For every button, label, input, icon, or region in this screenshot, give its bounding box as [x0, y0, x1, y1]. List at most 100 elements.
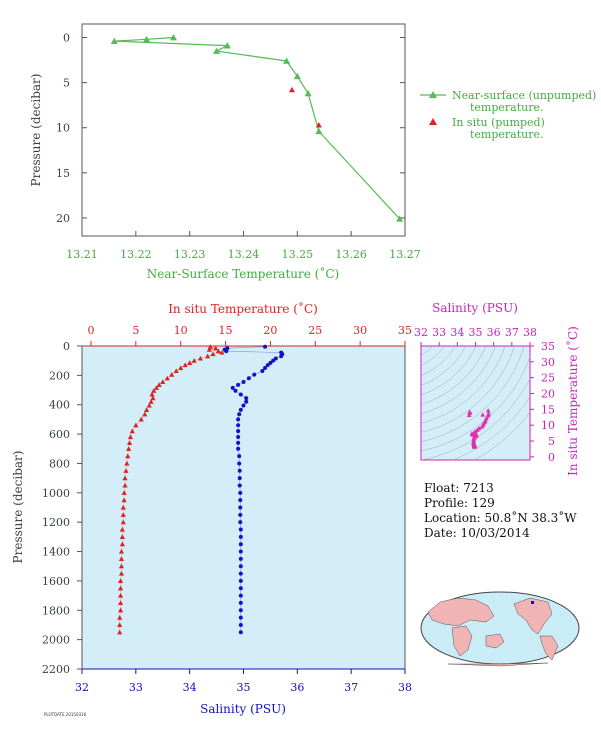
- near-surface-y-tick-label: 20: [56, 212, 70, 225]
- temperature-point: [138, 416, 144, 422]
- pressure-tick-label: 400: [49, 399, 70, 412]
- salinity-point: [238, 392, 243, 397]
- salinity-point: [238, 534, 243, 539]
- near-surface-unpumped-point: [315, 127, 323, 135]
- near-surface-y-tick-label: 5: [63, 77, 70, 90]
- ts-points: [466, 408, 491, 449]
- temperature-point: [129, 428, 135, 434]
- salinity-point: [246, 376, 251, 381]
- temperature-point: [178, 365, 184, 371]
- salinity-point: [238, 578, 243, 583]
- ts-temperature-tick-label: 15: [541, 403, 555, 416]
- temperature-tick-label: 0: [87, 324, 94, 337]
- ts-temperature-tick-label: 5: [548, 435, 555, 448]
- pressure-tick-label: 1000: [42, 487, 70, 500]
- pressure-tick-label: 1200: [42, 516, 70, 529]
- temperature-point: [117, 592, 124, 598]
- temperature-point: [124, 460, 130, 466]
- temperature-point: [191, 358, 197, 363]
- salinity-point: [263, 366, 268, 371]
- near-surface-x-tick-label: 13.24: [228, 248, 260, 261]
- pressure-ticks: 0 200 400 600 800 1000 1200 1400 1600 1800 2000 220…: [42, 340, 82, 676]
- near-surface-unpumped-point: [143, 35, 151, 43]
- temperature-point: [149, 391, 155, 397]
- temperature-tick-label: 10: [174, 324, 188, 337]
- temperature-point: [119, 534, 125, 539]
- near-surface-unpumped-point: [110, 37, 118, 44]
- near-surface-y-tick-label: 0: [63, 32, 70, 45]
- profile-y-axis-label: Pressure (decibar): [11, 451, 25, 564]
- temperature-point: [120, 519, 126, 525]
- temperature-point: [122, 482, 128, 488]
- temperature-point: [121, 497, 127, 503]
- salinity-point: [238, 512, 243, 517]
- salinity-point: [268, 360, 273, 365]
- map-land-south-america: [539, 635, 559, 661]
- temperature-point: [160, 379, 166, 385]
- temperature-point: [121, 490, 127, 495]
- salinity-point: [236, 423, 241, 428]
- map-land-eurasia: [427, 597, 495, 627]
- temperature-point: [118, 548, 125, 554]
- temperature-point: [210, 351, 216, 357]
- near-surface-y-axis-label: Pressure (decibar): [29, 74, 43, 187]
- temperature-point: [117, 615, 123, 620]
- temperature-ticks: 0 5 10 15 20 25 30 35: [87, 324, 412, 346]
- salinity-point: [260, 368, 265, 373]
- temperature-point: [153, 385, 160, 390]
- world-map: [420, 591, 580, 667]
- legend-label-pumped-2: temperature.: [470, 128, 544, 141]
- temperature-point: [120, 504, 126, 510]
- near-surface-plot-frame: [81, 23, 406, 237]
- temperature-point: [197, 355, 204, 361]
- salinity-point: [224, 349, 229, 354]
- ts-temperature-ticks: 0 5 10 15 20 25 30 35: [530, 340, 555, 464]
- near-surface-x-tick-label: 13.27: [389, 248, 421, 261]
- salinity-point: [236, 429, 241, 434]
- legend-label-unpumped-2: temperature.: [470, 101, 544, 114]
- temperature-point: [118, 563, 125, 569]
- float-info: Float: 7213 Profile: 129 Location: 50.8˚…: [424, 481, 577, 540]
- pressure-tick-label: 800: [49, 457, 70, 470]
- pressure-tick-label: 1400: [42, 546, 70, 559]
- pressure-tick-label: 2000: [42, 634, 70, 647]
- temperature-point: [173, 368, 179, 374]
- map-land-africa: [451, 625, 473, 657]
- salinity-point: [238, 556, 243, 561]
- near-surface-x-axis-label: Near-Surface Temperature (˚C): [147, 266, 339, 281]
- salinity-point: [236, 435, 241, 440]
- near-surface-y-tick-label: 15: [56, 167, 70, 180]
- temperature-tick-label: 20: [263, 324, 277, 337]
- near-surface-unpumped-point: [293, 72, 301, 80]
- salinity-ticks: 32 33 34 35 36 37 38: [75, 669, 412, 694]
- temperature-point: [151, 388, 157, 393]
- date: Date: 10/03/2014: [424, 526, 530, 540]
- ts-salinity-tick-label: 37: [505, 326, 519, 339]
- ts-temperature-tick-label: 0: [548, 451, 555, 464]
- profile-plot-background: [82, 346, 405, 669]
- temperature-point: [156, 382, 162, 387]
- ts-temperature-tick-label: 35: [541, 340, 555, 353]
- temperature-tick-label: 25: [308, 324, 322, 337]
- salinity-point: [237, 461, 242, 466]
- profile-top-axis-label: In situ Temperature (˚C): [168, 301, 318, 316]
- legend-label-pumped: In situ (pumped): [452, 116, 545, 129]
- salinity-point: [238, 564, 243, 569]
- salinity-point: [238, 615, 243, 620]
- salinity-tick-label: 33: [129, 681, 143, 694]
- salinity-tick-label: 36: [290, 681, 304, 694]
- salinity-point: [252, 372, 257, 377]
- pressure-tick-label: 200: [49, 369, 70, 382]
- temperature-tick-label: 30: [353, 324, 367, 337]
- salinity-tick-label: 32: [75, 681, 89, 694]
- map-float-location-marker: [531, 601, 534, 604]
- temperature-point: [117, 629, 123, 635]
- ts-point: [480, 412, 486, 417]
- temperature-point: [215, 348, 221, 354]
- salinity-point: [237, 454, 242, 459]
- near-surface-pumped-point: [315, 122, 322, 128]
- temperature-point: [117, 585, 124, 591]
- temperature-point: [126, 440, 133, 445]
- temperature-point: [127, 434, 134, 440]
